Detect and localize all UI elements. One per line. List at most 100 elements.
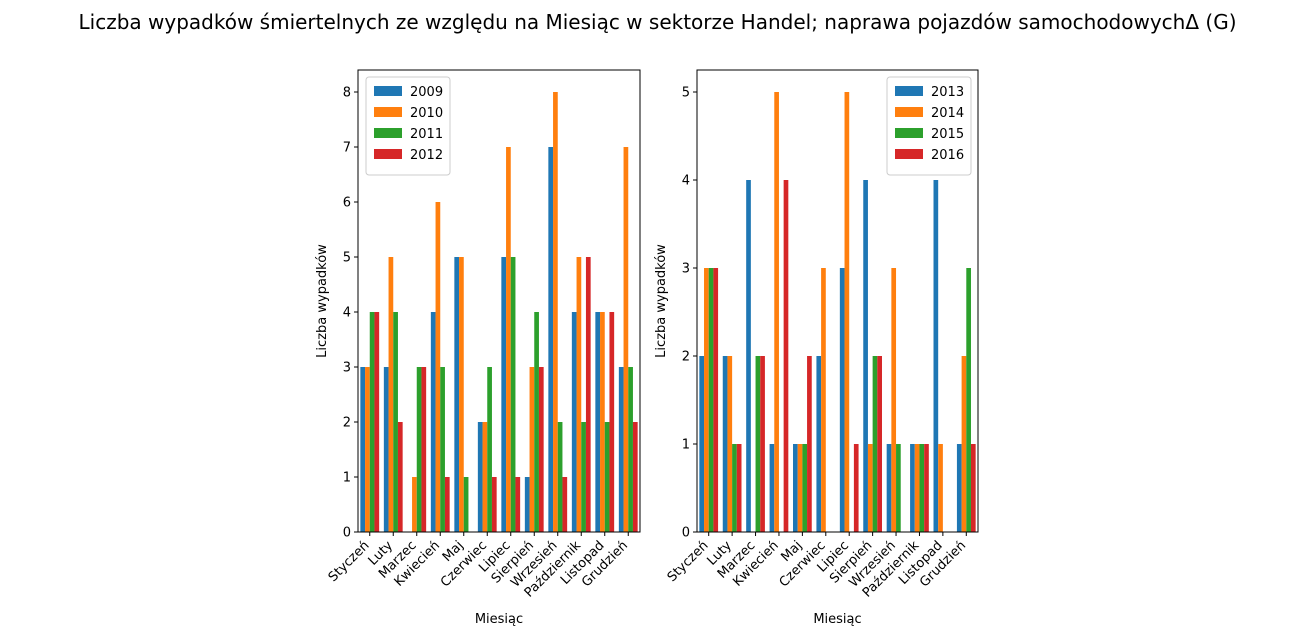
bar-2009-Grudzień	[618, 367, 624, 532]
bar-2010-Styczeń	[365, 367, 370, 532]
bar-2016-Maj	[807, 356, 812, 532]
y-tick-label: 4	[343, 306, 351, 321]
bar-2012-Wrzesień	[562, 477, 568, 532]
bar-2010-Lipiec	[506, 147, 511, 532]
bar-2015-Październik	[919, 444, 925, 532]
bar-2015-Styczeń	[708, 268, 714, 532]
bar-2013-Sierpień	[863, 180, 868, 532]
bar-2011-Listopad	[604, 422, 610, 532]
bar-2012-Luty	[397, 422, 403, 532]
bar-2012-Czerwiec	[491, 477, 497, 532]
bar-2012-Lipiec	[515, 477, 521, 532]
bar-2009-Listopad	[595, 312, 601, 532]
plot-frame	[696, 69, 979, 533]
x-axis-label: Miesiąc	[475, 612, 523, 627]
legend-swatch-2012	[374, 149, 402, 159]
bar-2013-Lipiec	[839, 268, 845, 532]
legend-swatch-2009	[374, 86, 402, 96]
bar-2009-Październik	[571, 312, 577, 532]
bar-2015-Maj	[802, 444, 808, 532]
bar-2010-Maj	[459, 257, 464, 532]
bar-2010-Czerwiec	[482, 422, 488, 532]
y-axis-label: Liczba wypadków	[315, 244, 330, 358]
y-tick-label: 5	[682, 86, 690, 101]
bar-2013-Czerwiec	[816, 356, 822, 532]
legend-swatch-2011	[374, 128, 402, 138]
bar-2015-Wrzesień	[896, 444, 901, 532]
legend-swatch-2015	[895, 128, 923, 138]
bar-2013-Marzec	[746, 180, 751, 532]
y-tick-label: 3	[343, 361, 351, 376]
plot-frame	[357, 69, 641, 533]
bar-2009-Wrzesień	[548, 147, 554, 532]
bar-2014-Lipiec	[844, 92, 850, 532]
bar-2011-Wrzesień	[557, 422, 563, 532]
bar-2011-Październik	[581, 422, 586, 532]
bar-2011-Czerwiec	[487, 367, 492, 532]
bar-2010-Kwiecień	[435, 202, 441, 532]
bar-2013-Grudzień	[956, 444, 962, 532]
bar-2015-Marzec	[755, 356, 761, 532]
y-tick-label: 5	[343, 251, 351, 266]
bar-2011-Grudzień	[628, 367, 633, 532]
y-tick-label: 3	[682, 262, 690, 277]
bar-2014-Sierpień	[867, 444, 873, 532]
bar-2010-Marzec	[412, 477, 417, 532]
bar-2015-Grudzień	[966, 268, 971, 532]
bar-2014-Październik	[914, 444, 920, 532]
chart-title: Liczba wypadków śmiertelnych ze względu …	[78, 10, 1237, 34]
x-axis-label: Miesiąc	[813, 612, 861, 627]
legend-label-2011: 2011	[410, 127, 443, 142]
legend-label-2010: 2010	[410, 106, 443, 121]
legend-label-2016: 2016	[931, 148, 964, 163]
bar-2014-Listopad	[938, 444, 943, 532]
bar-2011-Luty	[393, 312, 398, 532]
legend-label-2014: 2014	[931, 106, 964, 121]
bar-2009-Lipiec	[501, 257, 507, 532]
bar-2014-Czerwiec	[821, 268, 826, 532]
bar-2009-Czerwiec	[477, 422, 483, 532]
bar-2016-Sierpień	[877, 356, 882, 532]
y-tick-label: 0	[682, 526, 690, 541]
bar-2012-Sierpień	[538, 367, 544, 532]
bar-2011-Styczeń	[369, 312, 375, 532]
bar-2013-Maj	[793, 444, 798, 532]
bar-2013-Kwiecień	[769, 444, 775, 532]
legend-swatch-2010	[374, 107, 402, 117]
y-tick-label: 4	[682, 174, 690, 189]
bar-2010-Grudzień	[623, 147, 629, 532]
bar-2009-Styczeń	[360, 367, 366, 532]
bar-2012-Listopad	[609, 312, 615, 532]
bar-2011-Lipiec	[510, 257, 516, 532]
bar-2011-Marzec	[416, 367, 422, 532]
bar-2014-Wrzesień	[891, 268, 897, 532]
bar-2010-Sierpień	[529, 367, 535, 532]
bar-2010-Wrzesień	[553, 92, 558, 532]
bar-2014-Luty	[727, 356, 733, 532]
bar-2010-Październik	[576, 257, 582, 532]
bar-2013-Styczeń	[699, 356, 705, 532]
y-tick-label: 1	[682, 438, 690, 453]
bar-2014-Grudzień	[961, 356, 967, 532]
bar-2011-Kwiecień	[440, 367, 445, 532]
bar-2016-Kwiecień	[783, 180, 789, 532]
legend-label-2009: 2009	[410, 85, 443, 100]
bar-2016-Marzec	[760, 356, 765, 532]
bar-2013-Wrzesień	[886, 444, 892, 532]
bar-2009-Sierpień	[524, 477, 530, 532]
bar-2016-Lipiec	[853, 444, 859, 532]
y-tick-label: 6	[343, 196, 351, 211]
bar-2012-Kwiecień	[444, 477, 450, 532]
bar-2016-Grudzień	[970, 444, 976, 532]
bar-2011-Sierpień	[534, 312, 539, 532]
y-tick-label: 0	[343, 526, 351, 541]
bar-2013-Październik	[910, 444, 915, 532]
bar-2014-Kwiecień	[774, 92, 779, 532]
legend-swatch-2013	[895, 86, 923, 96]
y-tick-label: 1	[343, 471, 351, 486]
y-tick-label: 7	[343, 141, 351, 156]
legend-label-2012: 2012	[410, 148, 443, 163]
bar-2014-Styczeń	[704, 268, 709, 532]
y-tick-label: 2	[682, 350, 690, 365]
